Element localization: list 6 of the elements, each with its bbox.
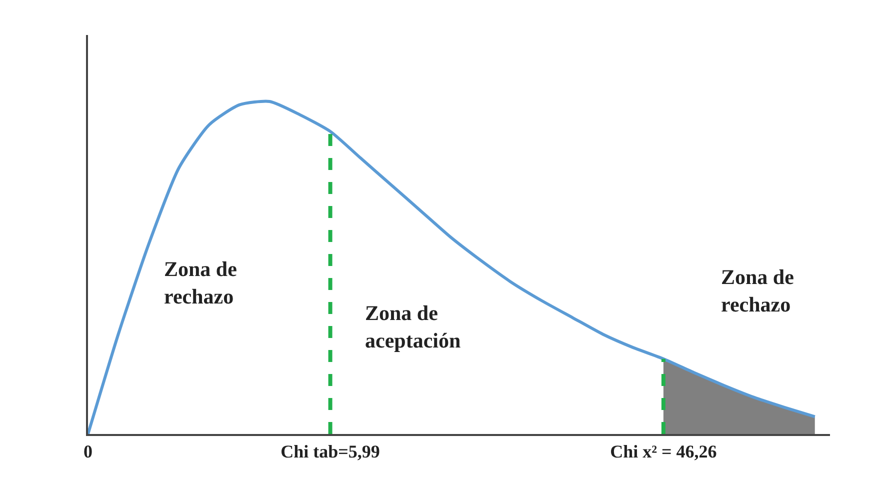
annotation: Zona de aceptación bbox=[365, 301, 461, 352]
annotation: Zona de rechazo bbox=[164, 257, 237, 308]
annotation: Zona de rechazo bbox=[721, 265, 794, 316]
x-tick-label: Chi tab=5,99 bbox=[280, 442, 380, 462]
x-tick-label: Chi x² = 46,26 bbox=[610, 442, 717, 462]
x-tick-label: 0 bbox=[84, 442, 92, 462]
